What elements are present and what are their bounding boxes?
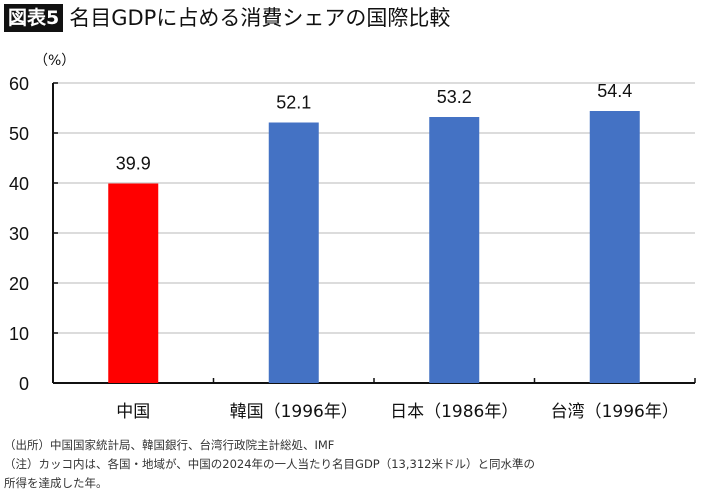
y-tick-label: 40 bbox=[9, 174, 29, 194]
y-tick-label: 30 bbox=[9, 224, 29, 244]
x-tick-label: 日本（1986年） bbox=[390, 402, 518, 422]
data-label: 53.2 bbox=[437, 87, 472, 107]
footnote-line-1: （注）カッコ内は、各国・地域が、中国の2024年の一人当たり名目GDP（13,3… bbox=[4, 457, 535, 471]
x-tick-label: 台湾（1996年） bbox=[551, 402, 679, 422]
y-tick-label: 60 bbox=[9, 74, 29, 94]
y-unit-label: （%） bbox=[34, 53, 76, 69]
bar bbox=[429, 117, 480, 383]
data-label: 52.1 bbox=[276, 93, 311, 113]
x-tick-label: 韓国（1996年） bbox=[230, 402, 358, 422]
bar bbox=[108, 183, 159, 383]
chart-header: 図表5 名目GDPに占める消費シェアの国際比較 bbox=[4, 3, 450, 33]
bar bbox=[589, 111, 640, 383]
y-tick-label: 50 bbox=[9, 124, 29, 144]
chart-title: 名目GDPに占める消費シェアの国際比較 bbox=[69, 6, 451, 30]
y-tick-label: 20 bbox=[9, 274, 29, 294]
data-label: 54.4 bbox=[597, 81, 632, 101]
bar bbox=[268, 122, 319, 383]
bar-chart: 0 10 20 30 40 50 60 39.9 中国 52.1 韓国（1996年） 53.2 日本（1… bbox=[9, 74, 696, 422]
y-tick-label: 0 bbox=[19, 374, 29, 394]
data-label: 39.9 bbox=[116, 154, 151, 174]
footnote-line-2: 所得を達成した年。 bbox=[4, 476, 108, 490]
figure-badge: 図表5 bbox=[4, 4, 64, 32]
y-tick-label: 10 bbox=[9, 324, 29, 344]
x-tick-label: 中国 bbox=[116, 402, 150, 422]
source-note: （出所）中国国家統計局、韓国銀行、台湾行政院主計総処、IMF bbox=[4, 438, 335, 452]
